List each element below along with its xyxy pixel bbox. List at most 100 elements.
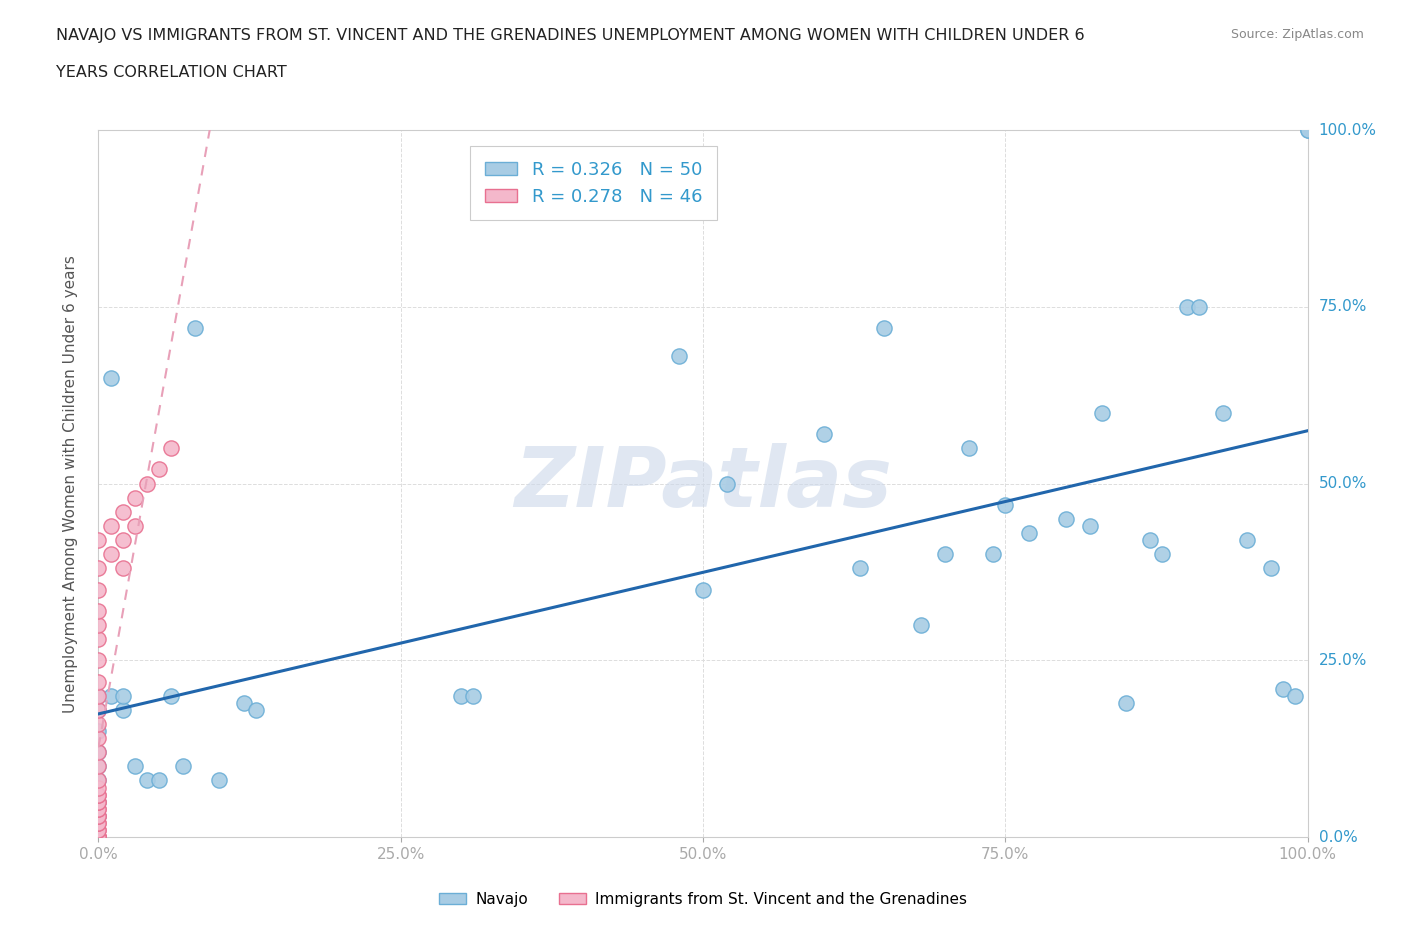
Point: [87, 702, 110, 717]
Point: [160, 688, 183, 703]
Point: [87, 759, 110, 774]
Point: [87, 830, 110, 844]
Point: [87, 794, 110, 809]
Point: [87, 724, 110, 738]
Point: [1018, 525, 1040, 540]
Point: [111, 688, 134, 703]
Point: [87, 631, 110, 646]
Point: [111, 533, 134, 548]
Point: [849, 561, 872, 576]
Point: [1260, 561, 1282, 576]
Point: [87, 816, 110, 830]
Point: [668, 349, 690, 364]
Point: [934, 547, 956, 562]
Point: [87, 794, 110, 809]
Point: [87, 830, 110, 844]
Point: [135, 476, 157, 491]
Point: [111, 561, 134, 576]
Point: [87, 688, 110, 703]
Point: [87, 822, 110, 837]
Legend: Navajo, Immigrants from St. Vincent and the Grenadines: Navajo, Immigrants from St. Vincent and …: [433, 886, 973, 913]
Text: 25.0%: 25.0%: [1319, 653, 1367, 668]
Point: [87, 745, 110, 760]
Point: [87, 830, 110, 844]
Point: [87, 731, 110, 746]
Point: [87, 830, 110, 844]
Point: [87, 773, 110, 788]
Point: [111, 504, 134, 519]
Point: [184, 321, 207, 336]
Point: [160, 441, 183, 456]
Point: [87, 716, 110, 731]
Point: [1078, 519, 1101, 534]
Text: 0.0%: 0.0%: [1319, 830, 1357, 844]
Point: [87, 674, 110, 689]
Point: [87, 830, 110, 844]
Point: [1054, 512, 1077, 526]
Point: [450, 688, 472, 703]
Point: [1296, 123, 1319, 138]
Point: [1175, 299, 1198, 314]
Point: [87, 773, 110, 788]
Text: Source: ZipAtlas.com: Source: ZipAtlas.com: [1230, 28, 1364, 41]
Point: [100, 519, 122, 534]
Point: [463, 688, 485, 703]
Point: [1091, 405, 1114, 420]
Point: [124, 759, 146, 774]
Point: [87, 618, 110, 632]
Point: [100, 370, 122, 385]
Point: [1236, 533, 1258, 548]
Point: [1212, 405, 1234, 420]
Point: [87, 604, 110, 618]
Point: [994, 498, 1017, 512]
Point: [135, 773, 157, 788]
Point: [87, 787, 110, 802]
Point: [100, 688, 122, 703]
Point: [87, 808, 110, 823]
Point: [692, 582, 714, 597]
Point: [87, 582, 110, 597]
Point: [172, 759, 194, 774]
Point: [716, 476, 738, 491]
Point: [87, 802, 110, 817]
Point: [87, 745, 110, 760]
Point: [1139, 533, 1161, 548]
Point: [232, 696, 254, 711]
Point: [148, 773, 170, 788]
Point: [245, 702, 267, 717]
Point: [87, 822, 110, 837]
Point: [1296, 123, 1319, 138]
Point: [87, 653, 110, 668]
Point: [1152, 547, 1174, 562]
Point: [87, 830, 110, 844]
Point: [87, 702, 110, 717]
Text: 75.0%: 75.0%: [1319, 299, 1367, 314]
Text: ZIPatlas: ZIPatlas: [515, 443, 891, 525]
Point: [87, 794, 110, 809]
Point: [87, 759, 110, 774]
Point: [87, 688, 110, 703]
Point: [813, 427, 835, 442]
Text: YEARS CORRELATION CHART: YEARS CORRELATION CHART: [56, 65, 287, 80]
Point: [957, 441, 980, 456]
Text: 100.0%: 100.0%: [1319, 123, 1376, 138]
Text: NAVAJO VS IMMIGRANTS FROM ST. VINCENT AND THE GRENADINES UNEMPLOYMENT AMONG WOME: NAVAJO VS IMMIGRANTS FROM ST. VINCENT AN…: [56, 28, 1085, 43]
Text: 50.0%: 50.0%: [1319, 476, 1367, 491]
Point: [111, 702, 134, 717]
Point: [1284, 688, 1306, 703]
Point: [124, 490, 146, 505]
Point: [981, 547, 1004, 562]
Point: [873, 321, 896, 336]
Point: [124, 519, 146, 534]
Point: [87, 830, 110, 844]
Point: [87, 802, 110, 817]
Point: [87, 533, 110, 548]
Point: [910, 618, 932, 632]
Point: [208, 773, 231, 788]
Point: [87, 787, 110, 802]
Point: [148, 462, 170, 477]
Point: [87, 816, 110, 830]
Y-axis label: Unemployment Among Women with Children Under 6 years: Unemployment Among Women with Children U…: [63, 255, 77, 712]
Point: [87, 561, 110, 576]
Point: [1272, 681, 1295, 696]
